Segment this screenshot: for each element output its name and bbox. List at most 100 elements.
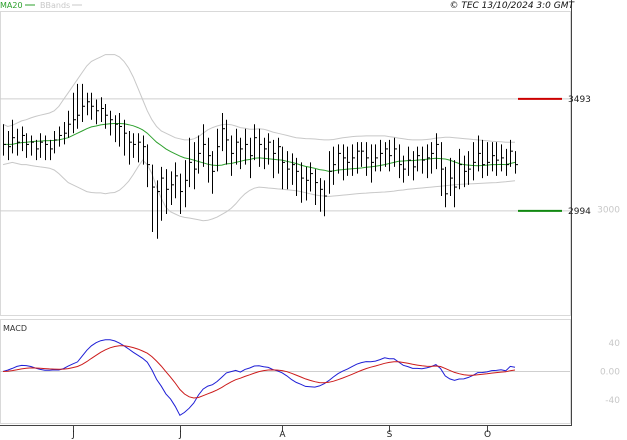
- price-bar: [436, 133, 439, 170]
- price-bar: [8, 130, 11, 161]
- price-bar: [473, 142, 476, 181]
- time-tick-label: J: [178, 430, 182, 440]
- price-bar: [399, 144, 402, 179]
- price-bar: [306, 166, 309, 201]
- macd-axis-labels: 40 0.00 -40: [600, 339, 620, 406]
- price-bar: [408, 146, 411, 176]
- price-levels: 3493 2994: [518, 95, 591, 217]
- price-bar: [459, 148, 462, 190]
- price-bar: [26, 133, 29, 158]
- price-bar: [50, 139, 53, 161]
- price-bar: [492, 142, 495, 172]
- price-bar: [450, 157, 453, 197]
- price-bars: [3, 83, 518, 239]
- price-bar: [501, 144, 504, 172]
- time-tick-label: S: [387, 430, 393, 440]
- price-bar: [226, 119, 229, 165]
- price-bar: [222, 113, 225, 152]
- price-bar: [208, 137, 211, 183]
- price-bar: [17, 128, 20, 156]
- price-bar: [152, 164, 155, 232]
- price-bar: [36, 139, 39, 161]
- price-gridlines: [0, 98, 570, 212]
- price-bar: [273, 139, 276, 179]
- price-bar: [3, 124, 6, 156]
- price-bar: [96, 99, 99, 125]
- price-bar: [478, 135, 481, 172]
- time-tick-label: O: [484, 430, 491, 440]
- price-bar: [73, 92, 76, 134]
- price-bar: [333, 146, 336, 185]
- price-bar: [185, 160, 188, 208]
- price-bar: [129, 130, 132, 165]
- price-bar: [389, 139, 392, 172]
- price-bar: [87, 92, 90, 116]
- price-bar: [422, 146, 425, 174]
- price-bar: [22, 126, 25, 152]
- price-bar: [45, 135, 48, 161]
- price-bar: [245, 128, 248, 165]
- price-bar: [166, 169, 169, 214]
- price-bar: [515, 151, 518, 174]
- price-bar: [510, 139, 513, 167]
- price-bar: [240, 137, 243, 170]
- price-bar: [147, 144, 150, 188]
- price-bar: [68, 110, 71, 138]
- price-bar: [385, 142, 388, 167]
- macd-panel-title: MACD: [3, 324, 27, 333]
- price-tick-label: 3000: [597, 206, 620, 216]
- macd-tick-label: 0.00: [600, 368, 620, 378]
- price-bar: [31, 135, 34, 156]
- price-bar: [161, 166, 164, 221]
- price-bar: [371, 144, 374, 183]
- price-bar: [189, 137, 192, 188]
- price-bar: [82, 83, 85, 122]
- price-bar: [231, 135, 234, 176]
- price-bar: [468, 151, 471, 185]
- bband-upper-line: [2, 54, 515, 143]
- price-bar: [296, 157, 299, 197]
- price-bar: [198, 135, 201, 174]
- price-bar: [464, 155, 467, 188]
- macd-line: [2, 339, 516, 417]
- price-bar: [138, 133, 141, 163]
- price-bar: [157, 180, 160, 239]
- price-bar: [203, 124, 206, 167]
- price-bar: [217, 128, 220, 172]
- support-level-label: 2994: [568, 207, 591, 217]
- bband-lower-line: [2, 159, 516, 222]
- price-bar: [324, 180, 327, 217]
- price-bar: [380, 139, 383, 172]
- price-bar: [343, 144, 346, 181]
- price-bar: [441, 142, 444, 197]
- legend: MA20 BBands: [0, 1, 82, 10]
- price-bar: [394, 137, 397, 167]
- price-bar: [264, 137, 267, 170]
- price-bar: [482, 139, 485, 179]
- price-bar: [320, 178, 323, 212]
- price-bar: [124, 119, 127, 156]
- price-bar: [347, 146, 350, 176]
- price-bar: [315, 169, 318, 206]
- price-bar: [445, 166, 448, 208]
- price-bar: [487, 142, 490, 176]
- price-bar: [366, 142, 369, 176]
- macd-signal-line: [2, 345, 516, 399]
- price-bar: [236, 128, 239, 165]
- time-tick-label: A: [279, 430, 286, 440]
- price-bar: [357, 142, 360, 174]
- macd-tick-label: 40: [609, 339, 621, 349]
- legend-ma20-label: MA20: [0, 1, 23, 10]
- legend-bbands-label: BBands: [40, 1, 70, 10]
- price-bar: [54, 130, 57, 154]
- price-bar: [180, 173, 183, 214]
- resistance-level-label: 3493: [568, 95, 591, 105]
- price-axis-labels: 3000: [597, 206, 620, 216]
- price-bar: [40, 133, 43, 158]
- copyright-notice: © TEC 13/10/2024 3:0 GMT: [449, 1, 575, 11]
- price-bar: [506, 148, 509, 176]
- price-bar: [268, 133, 271, 165]
- price-bar: [115, 115, 118, 143]
